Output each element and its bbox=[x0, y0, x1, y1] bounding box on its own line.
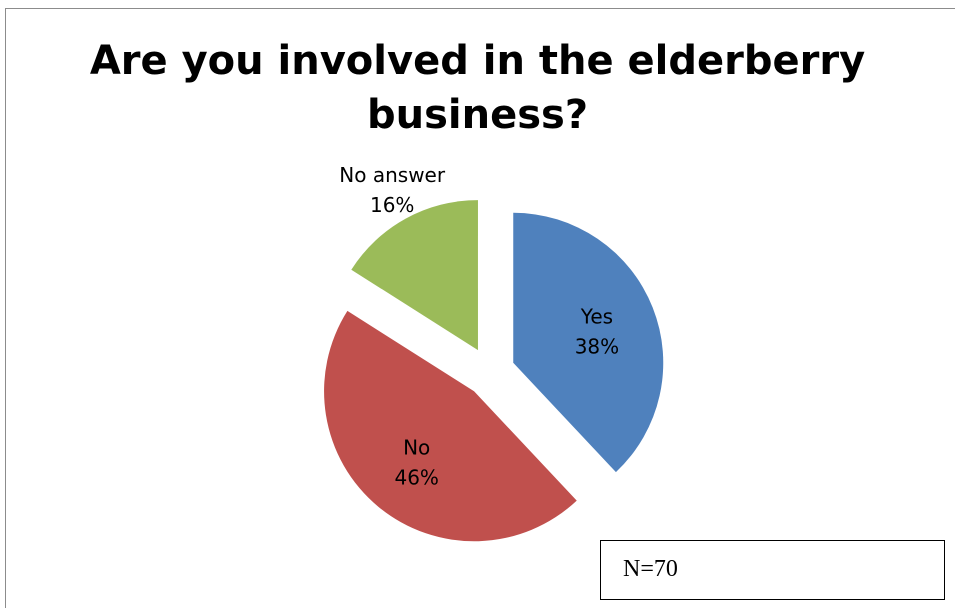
pie-slice-no-answer bbox=[351, 200, 478, 351]
pie-slices bbox=[324, 200, 664, 542]
pie-label-no-answer-value: 16% bbox=[370, 193, 414, 217]
sample-size-note: N=70 bbox=[600, 540, 945, 600]
pie-label-no-value: 46% bbox=[394, 466, 438, 490]
pie-slice-no bbox=[324, 310, 577, 542]
chart-title: Are you involved in the elderberry busin… bbox=[0, 34, 955, 142]
chart-frame bbox=[5, 8, 955, 608]
pie-label-no-answer-name: No answer bbox=[339, 163, 446, 187]
pie-label-yes-value: 38% bbox=[575, 335, 619, 359]
pie-label-no-name: No bbox=[403, 436, 430, 460]
pie-slice-yes bbox=[513, 212, 664, 473]
pie-labels: Yes 38% No 46% No answer 16% bbox=[339, 163, 619, 489]
pie-label-yes-name: Yes bbox=[580, 305, 613, 329]
pie-chart: Yes 38% No 46% No answer 16% bbox=[324, 163, 664, 542]
chart-title-line-1: Are you involved in the elderberry bbox=[89, 38, 866, 84]
chart-title-line-2: business? bbox=[366, 92, 589, 138]
sample-size-text: N=70 bbox=[623, 556, 678, 582]
